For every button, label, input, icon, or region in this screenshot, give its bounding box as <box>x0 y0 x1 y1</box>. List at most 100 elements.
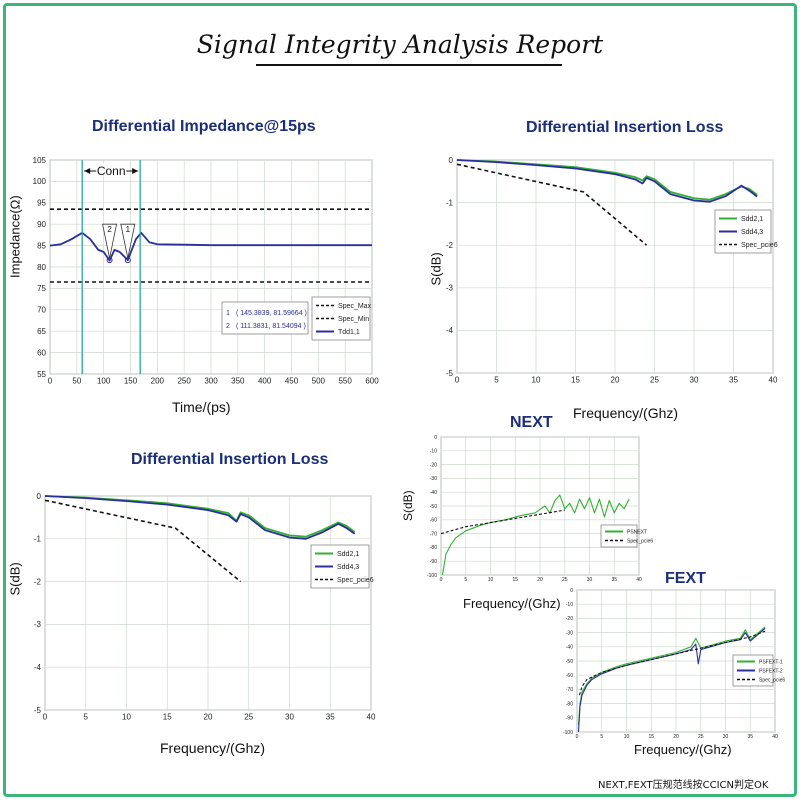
impedance-conn-arrowhead-left <box>84 168 91 174</box>
next-y-tick-label: -80 <box>430 545 437 551</box>
impedance-x-tick-label: 0 <box>48 376 53 385</box>
il_bottom-x-tick-label: 15 <box>163 712 172 721</box>
il_top-series-spec-pcie6 <box>456 163 648 246</box>
il_bottom-y-tick-label: -4 <box>34 663 42 672</box>
fext-x-axis-label: Frequency/(Ghz) <box>634 742 732 757</box>
il_top-x-tick-label: 20 <box>611 375 620 384</box>
fext-y-tick-label: -100 <box>563 730 573 736</box>
next-y-tick-label: -70 <box>430 531 437 537</box>
il-top-chart-title: Differential Insertion Loss <box>526 119 724 136</box>
il_bottom-x-tick-label: 5 <box>84 712 89 721</box>
next-y-tick-label: -100 <box>427 573 437 579</box>
fext-series-psfext-1 <box>577 626 766 725</box>
il_top-x-tick-label: 15 <box>571 375 580 384</box>
il-bottom-legend-entry: Sdd2,1 <box>337 551 359 558</box>
il_bottom-x-tick-label: 35 <box>326 712 335 721</box>
impedance-x-tick-label: 250 <box>177 376 191 385</box>
impedance-x-tick-label: 450 <box>285 376 299 385</box>
fext-y-tick-label: -20 <box>566 616 573 622</box>
il_top-x-tick-label: 5 <box>494 375 499 384</box>
impedance-conn-label: Conn <box>97 164 126 178</box>
impedance-y-tick-label: 95 <box>37 199 46 208</box>
impedance-y-tick-label: 65 <box>37 327 46 336</box>
next-x-tick-label: 10 <box>488 577 494 583</box>
impedance-x-tick-label: 600 <box>365 376 379 385</box>
il_top-x-tick-label: 40 <box>769 375 778 384</box>
il_bottom-y-tick-label: -3 <box>34 620 42 629</box>
il_bottom-series-sdd4-3 <box>44 495 356 540</box>
impedance-conn-label-bg <box>96 163 127 175</box>
next-x-tick-label: 5 <box>464 577 467 583</box>
next-y-tick-label: -20 <box>430 462 437 468</box>
il_bottom-y-tick-label: -1 <box>34 535 42 544</box>
next-x-tick-label: 15 <box>512 577 518 583</box>
fext-series-spec-pcie6 <box>578 630 766 696</box>
il_top-y-tick-label: -3 <box>446 284 454 293</box>
impedance-x-tick-label: 200 <box>151 376 165 385</box>
impedance-cursor-1-index: 1 <box>226 310 230 317</box>
impedance-x-tick-label: 400 <box>258 376 272 385</box>
fext-x-tick-label: 10 <box>624 734 630 740</box>
impedance-x-tick-label: 500 <box>312 376 326 385</box>
fext-y-tick-label: -30 <box>566 630 573 636</box>
next-legend-entry: Spec_pcie6 <box>627 538 653 544</box>
il_bottom-x-tick-label: 10 <box>122 712 131 721</box>
fext-x-tick-label: 40 <box>772 734 778 740</box>
impedance-x-axis-label: Time/(ps) <box>172 399 231 415</box>
fext-x-tick-label: 5 <box>600 734 603 740</box>
next-y-tick-label: -10 <box>430 449 437 455</box>
il-bottom-legend-entry: Sdd4,3 <box>337 564 359 571</box>
impedance-legend-entry: Tdd1,1 <box>338 329 360 336</box>
il_bottom-x-tick-label: 0 <box>43 712 48 721</box>
impedance-cursor-2-index: 2 <box>226 323 230 330</box>
fext-y-tick-label: -70 <box>566 687 573 693</box>
fext-y-tick-label: -80 <box>566 701 573 707</box>
fext-legend-entry: Spec_pcie6 <box>759 677 785 683</box>
impedance-y-tick-label: 90 <box>37 220 46 229</box>
fext-chart-title: FEXT <box>665 570 706 587</box>
il_bottom-x-tick-label: 25 <box>244 712 253 721</box>
impedance-marker-label: 2 <box>107 225 112 234</box>
il_top-series-sdd4-3 <box>456 159 758 203</box>
impedance-conn-arrowhead-right <box>132 168 139 174</box>
il_bottom-x-tick-label: 40 <box>367 712 376 721</box>
il_top-y-tick-label: 0 <box>449 156 454 165</box>
report-title-underline <box>256 64 562 66</box>
impedance-y-tick-label: 75 <box>37 284 46 293</box>
fext-series-psfext-2 <box>577 627 766 733</box>
il_bottom-series-sdd2-1 <box>44 495 356 538</box>
fext-legend-entry: PSFEXT-1 <box>759 659 783 665</box>
impedance-y-tick-label: 85 <box>37 241 46 250</box>
next-y-tick-label: -30 <box>430 476 437 482</box>
impedance-series-tdd1-1 <box>49 231 372 262</box>
fext-legend-entry: PSFEXT-2 <box>759 668 783 674</box>
impedance-cursor-1-value: ( 145.3839, 81.59664 ) <box>236 310 307 317</box>
il_top-x-tick-label: 30 <box>690 375 699 384</box>
fext-x-tick-label: 0 <box>576 734 579 740</box>
il_top-y-tick-label: -2 <box>446 241 454 250</box>
next-legend-entry: PSNEXT <box>627 529 647 535</box>
fext-y-tick-label: -90 <box>566 716 573 722</box>
footnote: NEXT,FEXT压规范线按CCICN判定OK <box>598 780 769 791</box>
fext-x-tick-label: 20 <box>673 734 679 740</box>
next-series-psnext <box>441 494 630 576</box>
impedance-marker-triangle <box>120 223 136 259</box>
il_top-y-tick-label: -5 <box>446 369 454 378</box>
impedance-y-tick-label: 70 <box>37 306 46 315</box>
next-x-tick-label: 0 <box>440 577 443 583</box>
impedance-marker-point <box>106 257 113 264</box>
next-x-axis-label: Frequency/(Ghz) <box>463 596 561 611</box>
impedance-x-tick-label: 550 <box>338 376 352 385</box>
il_top-y-tick-label: -4 <box>446 326 454 335</box>
next-y-tick-label: -40 <box>430 490 437 496</box>
il_bottom-y-tick-label: -5 <box>34 706 42 715</box>
fext-y-tick-label: -60 <box>566 673 573 679</box>
report-frame <box>3 3 797 797</box>
il_bottom-x-tick-label: 30 <box>285 712 294 721</box>
impedance-y-tick-label: 60 <box>37 348 46 357</box>
il_top-x-tick-label: 25 <box>650 375 659 384</box>
impedance-y-tick-label: 100 <box>33 177 47 186</box>
